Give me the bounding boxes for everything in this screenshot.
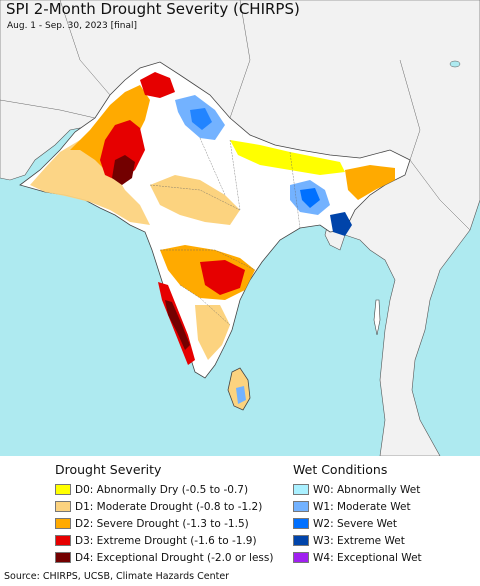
legend-label-d2: D2: Severe Drought (-1.3 to -1.5)	[75, 517, 249, 530]
legend-wet-heading: Wet Conditions	[293, 462, 388, 477]
map-subtitle: Aug. 1 - Sep. 30, 2023 [final]	[7, 21, 138, 31]
legend-label-d3: D3: Extreme Drought (-1.6 to -1.9)	[75, 534, 257, 547]
swatch-d3	[55, 535, 71, 546]
legend-item-w1: W1: Moderate Wet	[293, 498, 422, 515]
neighbor-borders	[0, 0, 471, 231]
swatch-d2	[55, 518, 71, 529]
legend-label-d4: D4: Exceptional Drought (-2.0 or less)	[75, 551, 274, 564]
lake	[449, 60, 461, 68]
wet-w2-north	[190, 108, 212, 130]
legend-item-w3: W3: Extreme Wet	[293, 532, 422, 549]
internal-borders	[149, 137, 301, 326]
wet-w3-bangladesh	[330, 212, 352, 236]
sri-lanka-wet	[236, 386, 246, 404]
legend-panel: Drought Severity D0: Abnormally Dry (-0.…	[0, 456, 480, 568]
legend-item-d4: D4: Exceptional Drought (-2.0 or less)	[55, 549, 273, 566]
drought-d4-rajasthan	[112, 155, 135, 185]
map-canvas	[0, 0, 480, 456]
legend-item-d0: D0: Abnormally Dry (-0.5 to -0.7)	[55, 481, 273, 498]
drought-d0-gangetic	[230, 140, 345, 175]
swatch-w4	[293, 552, 309, 563]
legend-item-d2: D2: Severe Drought (-1.3 to -1.5)	[55, 515, 273, 532]
legend-label-d1: D1: Moderate Drought (-0.8 to -1.2)	[75, 500, 263, 513]
andaman-islands	[373, 299, 381, 336]
legend-label-w3: W3: Extreme Wet	[313, 534, 405, 547]
swatch-w2	[293, 518, 309, 529]
legend-drought-heading: Drought Severity	[55, 462, 162, 477]
drought-d2-northeast	[345, 165, 395, 200]
drought-d2-northwest	[70, 85, 150, 175]
legend-item-d1: D1: Moderate Drought (-0.8 to -1.2)	[55, 498, 273, 515]
drought-d1-south	[195, 305, 230, 360]
swatch-d4	[55, 552, 71, 563]
drought-map: SPI 2-Month Drought Severity (CHIRPS) Au…	[0, 0, 480, 456]
legend-label-w0: W0: Abnormally Wet	[313, 483, 421, 496]
source-credit: Source: CHIRPS, UCSB, Climate Hazards Ce…	[4, 571, 230, 582]
wet-w2-east	[300, 188, 320, 208]
swatch-w0	[293, 484, 309, 495]
legend-item-w4: W4: Exceptional Wet	[293, 549, 422, 566]
drought-d4-westcoast	[165, 300, 190, 350]
legend-label-w2: W2: Severe Wet	[313, 517, 397, 530]
map-title: SPI 2-Month Drought Severity (CHIRPS)	[6, 0, 300, 18]
legend-wet: Wet Conditions W0: Abnormally Wet W1: Mo…	[293, 462, 422, 566]
swatch-d0	[55, 484, 71, 495]
legend-item-w0: W0: Abnormally Wet	[293, 481, 422, 498]
legend-label-w1: W1: Moderate Wet	[313, 500, 411, 513]
drought-d3-deccan	[200, 260, 245, 295]
legend-item-w2: W2: Severe Wet	[293, 515, 422, 532]
drought-d1-west	[30, 140, 150, 225]
swatch-w1	[293, 501, 309, 512]
legend-drought: Drought Severity D0: Abnormally Dry (-0.…	[55, 462, 273, 566]
legend-label-d0: D0: Abnormally Dry (-0.5 to -0.7)	[75, 483, 249, 496]
swatch-w3	[293, 535, 309, 546]
legend-item-d3: D3: Extreme Drought (-1.6 to -1.9)	[55, 532, 273, 549]
drought-d1-central	[150, 175, 240, 225]
swatch-d1	[55, 501, 71, 512]
drought-d3-kashmir	[140, 72, 175, 98]
legend-label-w4: W4: Exceptional Wet	[313, 551, 422, 564]
